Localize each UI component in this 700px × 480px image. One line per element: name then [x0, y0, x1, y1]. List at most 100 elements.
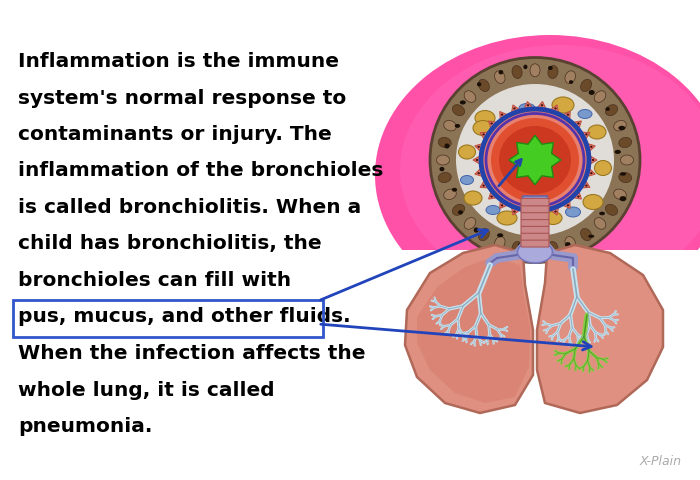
Bar [350, 250, 700, 480]
Polygon shape [405, 245, 533, 413]
Ellipse shape [530, 64, 540, 77]
Ellipse shape [464, 91, 476, 102]
Ellipse shape [486, 205, 500, 215]
Ellipse shape [578, 122, 580, 125]
Polygon shape [417, 257, 530, 403]
Ellipse shape [491, 118, 579, 202]
Ellipse shape [444, 120, 456, 131]
Ellipse shape [542, 244, 546, 247]
Text: system's normal response to: system's normal response to [18, 88, 346, 108]
Ellipse shape [620, 155, 634, 165]
Ellipse shape [588, 235, 594, 238]
Ellipse shape [540, 104, 543, 107]
FancyBboxPatch shape [521, 240, 549, 247]
Ellipse shape [578, 109, 592, 119]
Ellipse shape [460, 100, 466, 105]
Text: whole lung, it is called: whole lung, it is called [18, 381, 274, 399]
FancyBboxPatch shape [521, 198, 549, 206]
Ellipse shape [567, 204, 569, 206]
Ellipse shape [444, 144, 449, 148]
Ellipse shape [477, 82, 482, 86]
Ellipse shape [497, 211, 517, 225]
FancyBboxPatch shape [521, 233, 549, 240]
Ellipse shape [400, 45, 700, 295]
FancyBboxPatch shape [521, 226, 549, 233]
FancyBboxPatch shape [521, 219, 549, 227]
Ellipse shape [614, 189, 626, 200]
Ellipse shape [548, 66, 558, 78]
Ellipse shape [494, 71, 505, 84]
Ellipse shape [565, 242, 570, 247]
Ellipse shape [464, 217, 476, 229]
Text: When the infection affects the: When the infection affects the [18, 344, 365, 363]
Ellipse shape [620, 172, 626, 176]
Ellipse shape [565, 237, 575, 249]
Ellipse shape [554, 108, 556, 109]
Ellipse shape [618, 126, 625, 130]
Ellipse shape [498, 70, 503, 74]
Ellipse shape [440, 167, 444, 171]
Ellipse shape [567, 114, 569, 116]
Ellipse shape [530, 243, 540, 256]
Ellipse shape [590, 172, 593, 174]
Ellipse shape [458, 210, 463, 215]
Ellipse shape [592, 159, 594, 161]
FancyBboxPatch shape [522, 196, 547, 251]
Ellipse shape [452, 204, 465, 216]
Ellipse shape [589, 90, 595, 95]
Ellipse shape [512, 241, 522, 254]
Ellipse shape [619, 137, 631, 147]
Ellipse shape [474, 228, 479, 233]
Ellipse shape [524, 65, 528, 69]
Ellipse shape [578, 195, 580, 198]
Ellipse shape [615, 150, 621, 154]
Ellipse shape [544, 212, 562, 225]
Text: pus, mucus, and other fluids.: pus, mucus, and other fluids. [18, 308, 351, 326]
Ellipse shape [477, 172, 480, 174]
Ellipse shape [519, 104, 535, 112]
Ellipse shape [482, 184, 485, 187]
Ellipse shape [518, 243, 524, 247]
Ellipse shape [594, 160, 612, 176]
Ellipse shape [461, 176, 473, 184]
Ellipse shape [513, 108, 516, 109]
Ellipse shape [606, 204, 617, 216]
Ellipse shape [490, 195, 493, 198]
Ellipse shape [490, 122, 493, 125]
Ellipse shape [455, 124, 460, 128]
Ellipse shape [438, 172, 452, 182]
Ellipse shape [566, 207, 580, 217]
Text: pneumonia.: pneumonia. [18, 417, 153, 436]
Ellipse shape [569, 80, 573, 84]
Ellipse shape [620, 196, 626, 201]
Ellipse shape [497, 233, 503, 237]
Bar [13, 300, 323, 337]
Ellipse shape [549, 126, 561, 134]
Ellipse shape [500, 204, 503, 206]
Ellipse shape [375, 35, 700, 315]
Ellipse shape [478, 79, 489, 92]
Text: contaminants or injury. The: contaminants or injury. The [18, 125, 332, 144]
Ellipse shape [473, 120, 493, 135]
Ellipse shape [606, 107, 610, 111]
Text: child has bronchiolitis, the: child has bronchiolitis, the [18, 235, 321, 253]
Ellipse shape [527, 214, 529, 216]
Polygon shape [509, 135, 561, 185]
Ellipse shape [585, 133, 587, 135]
Ellipse shape [580, 228, 592, 240]
Ellipse shape [475, 110, 495, 125]
Ellipse shape [588, 125, 606, 139]
Text: X-Plain: X-Plain [640, 455, 682, 468]
Ellipse shape [513, 210, 516, 213]
Ellipse shape [619, 172, 631, 182]
Ellipse shape [594, 91, 606, 102]
FancyBboxPatch shape [521, 205, 549, 213]
Ellipse shape [606, 105, 617, 116]
Ellipse shape [599, 212, 605, 215]
Ellipse shape [565, 71, 575, 84]
Ellipse shape [482, 133, 485, 135]
Ellipse shape [554, 210, 556, 213]
Ellipse shape [594, 217, 606, 229]
Ellipse shape [517, 241, 552, 263]
Text: Inflammation is the immune: Inflammation is the immune [18, 52, 339, 71]
